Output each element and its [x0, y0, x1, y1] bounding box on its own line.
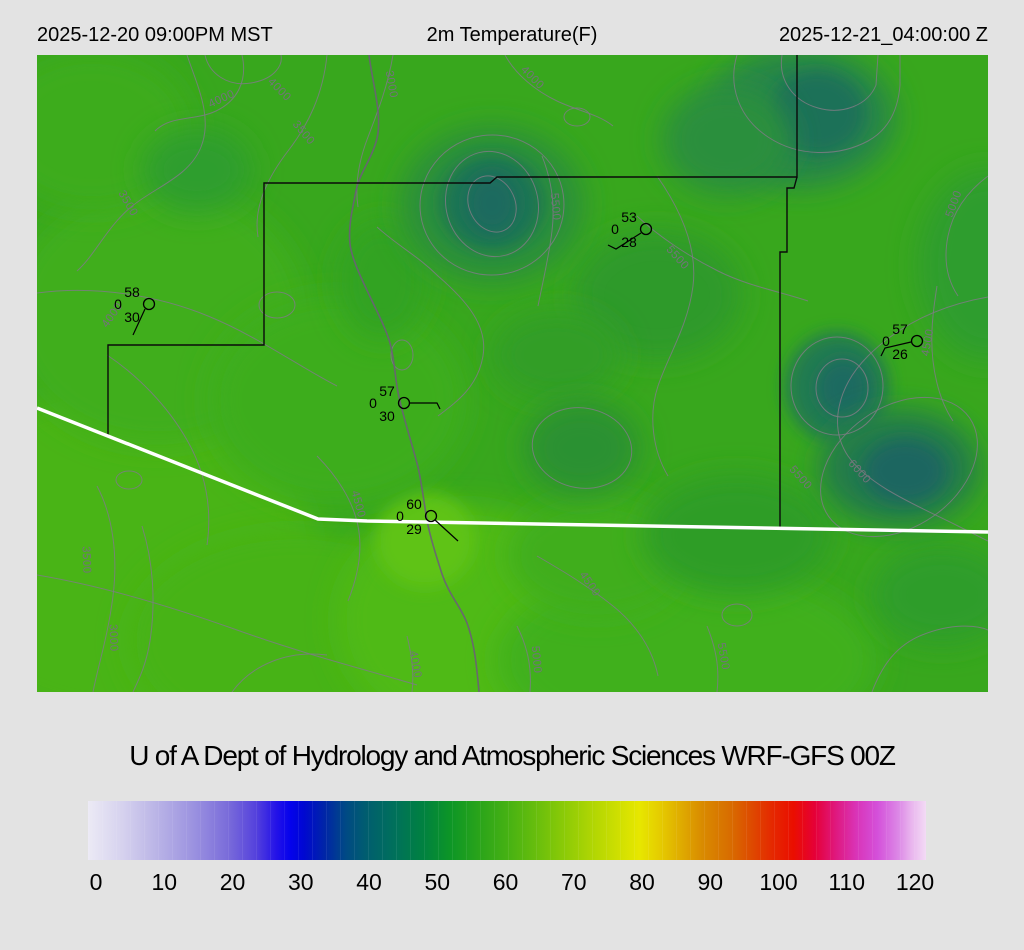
station-cloud-cover: 0	[882, 333, 890, 349]
temperature-shade-blob	[492, 310, 622, 400]
contour-elevation-label: 4000	[407, 650, 424, 679]
station-cloud-cover: 0	[369, 395, 377, 411]
temperature-shade-blob	[207, 295, 467, 505]
colorbar-tick-label: 0	[89, 869, 103, 895]
river-line	[348, 55, 480, 692]
wind-barb	[880, 341, 912, 357]
temperature-shade-blob	[375, 492, 475, 588]
wind-barb	[132, 308, 146, 336]
colorbar-tick-labels: 0 10 20 30 40 50 60 70 80 90 100 110 120	[90, 869, 935, 895]
attribution-caption: U of A Dept of Hydrology and Atmospheric…	[129, 740, 896, 771]
contour-elevation-label: 4500	[920, 328, 937, 357]
station-circle	[142, 297, 156, 311]
colorbar-tick-label: 40	[356, 869, 382, 895]
wind-barb	[607, 232, 642, 250]
temperature-shade-blob	[466, 173, 518, 233]
county-boundary-line	[107, 55, 798, 527]
colorbar-tick-label: 50	[424, 869, 451, 895]
temperature-shade-blob	[872, 545, 988, 645]
elevation-contours	[37, 55, 988, 692]
valid-time-local: 2025-12-20 09:00PM MST	[37, 24, 273, 46]
station-temperature: 57	[379, 383, 395, 399]
contour-elevation-label: 3000	[107, 624, 120, 652]
station-circle	[910, 334, 924, 348]
contour-elevation-label: 3500	[80, 546, 93, 574]
colorbar-tick-label: 120	[895, 869, 935, 895]
wind-barb	[434, 519, 459, 542]
station-circle	[397, 396, 411, 410]
station-circle	[424, 509, 438, 523]
temperature-shade-blob	[918, 170, 988, 360]
map-container: 4000 4000 3500 3000 4000 3500 4000 5500 5500 3500…	[37, 55, 988, 692]
station-temperature: 57	[892, 321, 908, 337]
colorbar-tick-label: 20	[219, 869, 246, 895]
wind-barb	[410, 402, 441, 410]
contour-elevation-label: 5500	[715, 642, 732, 671]
temperature-shade-blob	[337, 220, 427, 340]
colorbar-tick-label: 30	[287, 869, 314, 895]
temperature-shade-blob	[142, 128, 252, 212]
temperature-colorbar	[88, 801, 926, 860]
colorbar-tick-label: 10	[151, 869, 178, 895]
station-temperature: 58	[124, 284, 140, 300]
station-temperature: 60	[406, 496, 422, 512]
colorbar-tick-label: 110	[828, 869, 866, 895]
colorbar-tick-label: 60	[492, 869, 519, 895]
station-dewpoint: 29	[406, 521, 422, 537]
white-boundary-line	[37, 406, 988, 534]
station-temperature: 53	[621, 209, 637, 225]
station-circle	[639, 222, 653, 236]
colorbar-tick-label: 70	[560, 869, 587, 895]
contour-elevation-label: 3000	[383, 70, 400, 99]
temperature-shade-blob	[816, 358, 870, 418]
temperature-shade-blob	[642, 475, 832, 595]
temperature-shade-blob	[863, 439, 947, 503]
valid-time-utc: 2025-12-21_04:00:00 Z	[778, 24, 988, 46]
colorbar-tick-label: 80	[629, 869, 655, 895]
colorbar-tick-label: 100	[759, 869, 798, 895]
station-dewpoint: 26	[892, 346, 908, 362]
temperature-shade-blob	[662, 85, 792, 195]
contour-elevation-label: 5500	[548, 192, 562, 221]
station-cloud-cover: 0	[611, 221, 619, 237]
contour-elevation-label: 5000	[529, 645, 543, 674]
page-title: 2m Temperature(F)	[426, 24, 598, 46]
temperature-shade-blob	[572, 230, 742, 360]
station-cloud-cover: 0	[114, 296, 122, 312]
temperature-shading	[37, 55, 988, 692]
temperature-shade-blob	[524, 401, 640, 495]
colorbar-tick-label: 90	[697, 869, 724, 895]
station-cloud-cover: 0	[396, 508, 404, 524]
station-dewpoint: 30	[124, 309, 140, 325]
station-dewpoint: 30	[379, 408, 395, 424]
temperature-shade-blob	[769, 71, 865, 155]
